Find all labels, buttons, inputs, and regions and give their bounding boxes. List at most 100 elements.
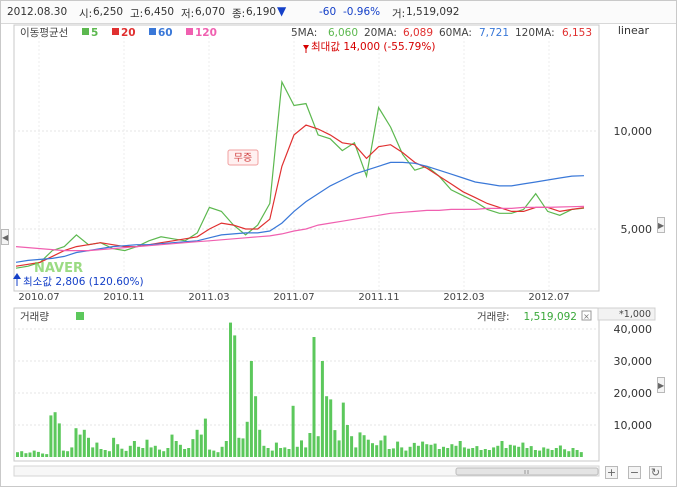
- volume-bar: [170, 434, 174, 457]
- volume-panel-title: 거래량: [20, 311, 49, 323]
- moving-average-lines: [15, 79, 585, 269]
- ma-legend-swatch: [149, 28, 156, 35]
- price-panel: [13, 24, 600, 292]
- date-tick-label: 2010.07: [18, 292, 59, 303]
- ma60-label: 60MA:: [439, 27, 472, 39]
- date-tick-label: 2012.07: [528, 292, 569, 303]
- refresh-icon: ↻: [650, 466, 661, 479]
- volume-bar: [358, 432, 362, 457]
- volume-bar: [475, 446, 479, 457]
- zoom-in-button[interactable]: +: [605, 466, 618, 479]
- ma-legend-label: 120: [195, 27, 217, 39]
- volume-bar: [571, 448, 575, 457]
- scroll-left-button[interactable]: ◀: [1, 229, 9, 245]
- scroll-right-button[interactable]: ▶: [657, 217, 665, 233]
- scrollbar-thumb[interactable]: [455, 467, 599, 476]
- date-axis: 2010.07 2010.11 2011.03 2011.07 2011.11 2012.…: [18, 292, 569, 303]
- time-scrollbar[interactable]: [13, 465, 600, 477]
- ma5-value: 6,060: [328, 27, 358, 39]
- bonus-issue-label: 무증: [234, 152, 252, 164]
- chart-canvas: linear 5,000 10,000 2010.07 2010.11 2011.03…: [13, 24, 656, 477]
- volume-bar: [174, 441, 178, 457]
- volume-bars: [16, 322, 583, 457]
- ma-legend-label: 60: [158, 27, 173, 39]
- volume-bar: [308, 433, 312, 457]
- volume-bar: [471, 448, 475, 457]
- volume-bar: [91, 447, 95, 457]
- naver-watermark: NAVER: [34, 261, 83, 276]
- volume-bar: [354, 447, 358, 457]
- reset-button[interactable]: ↻: [649, 466, 662, 479]
- ma-legend: 5 20 60 120: [82, 27, 217, 39]
- volume-bar: [203, 418, 207, 457]
- high-label: 고:: [130, 8, 144, 20]
- volume-bar: [70, 447, 74, 457]
- volume-bar: [458, 441, 462, 457]
- volume-bar: [87, 437, 90, 457]
- ma-legend-swatch: [82, 28, 89, 35]
- ma-legend-title: 이동평균선: [20, 27, 68, 39]
- volume-bar: [575, 450, 579, 457]
- volume-bar: [229, 322, 232, 457]
- volume-bar: [429, 444, 433, 457]
- volume-bar: [320, 361, 324, 457]
- volume-bar: [153, 445, 157, 457]
- volume-bar: [295, 446, 299, 457]
- volume-bar: [199, 434, 203, 457]
- volume-bar: [145, 439, 149, 457]
- minus-icon: −: [629, 466, 640, 479]
- date-label: 2012.08.30: [7, 6, 68, 18]
- ma-legend-swatch: [112, 28, 119, 35]
- close-value: 6,190: [246, 6, 277, 18]
- volume-y-axis: 10,000 20,000 30,000 40,000: [614, 323, 653, 432]
- volume-bar: [132, 441, 136, 457]
- volume-bar: [279, 448, 283, 457]
- volume-bar: [191, 439, 195, 457]
- volume-bar: [32, 450, 36, 457]
- volume-scroll-right-button[interactable]: ▶: [657, 377, 665, 393]
- scale-mode-label[interactable]: linear: [618, 24, 650, 37]
- volume-bar: [45, 454, 49, 457]
- change-value: -60: [319, 6, 337, 18]
- volume-bar: [49, 415, 53, 457]
- volume-bar: [508, 444, 512, 457]
- bonus-issue-badge[interactable]: [227, 149, 259, 166]
- volume-bar: [270, 450, 274, 457]
- volume-close-button[interactable]: [581, 310, 592, 321]
- ma-legend-label: 5: [91, 27, 98, 39]
- volume-bar: [329, 399, 333, 457]
- volume-bar: [333, 430, 337, 457]
- high-value: 6,450: [144, 6, 175, 18]
- date-tick-label: 2011.03: [188, 292, 229, 303]
- volume-panel: [13, 307, 600, 462]
- volume-bar: [437, 449, 441, 457]
- volume-bar: [66, 451, 70, 457]
- volume-bar: [283, 447, 287, 457]
- volume-tick-label: 20,000: [614, 387, 653, 400]
- max-annotation: 최대값 14,000 (-55.79%): [311, 41, 435, 53]
- volume-bar: [53, 412, 57, 457]
- volume-bar: [266, 448, 270, 457]
- volume-bar: [166, 448, 170, 457]
- volume-bar: [57, 423, 61, 457]
- volume-bar: [116, 444, 120, 457]
- zoom-out-button[interactable]: −: [628, 466, 641, 479]
- volume-bar: [412, 442, 416, 457]
- open-label: 시:: [79, 8, 93, 20]
- volume-bar: [396, 441, 400, 457]
- price-summary-bar: 2012.08.30 시: 6,250 고: 6,450 저: 6,070 종:…: [1, 1, 676, 24]
- ma5-label: 5MA:: [291, 27, 317, 39]
- volume-current-value: 1,519,092: [524, 311, 577, 323]
- volume-bar: [341, 402, 345, 457]
- volume-bar: [107, 451, 111, 457]
- volume-bar: [274, 442, 278, 457]
- volume-bar: [212, 450, 216, 457]
- volume-bar: [120, 448, 124, 457]
- close-label: 종:: [232, 8, 246, 20]
- volume-bar: [391, 448, 395, 457]
- max-marker-arrow-icon: [303, 45, 309, 50]
- date-tick-label: 2011.11: [358, 292, 399, 303]
- volume-bar: [24, 453, 28, 457]
- volume-bar: [383, 435, 387, 457]
- volume-tick-label: 40,000: [614, 323, 653, 336]
